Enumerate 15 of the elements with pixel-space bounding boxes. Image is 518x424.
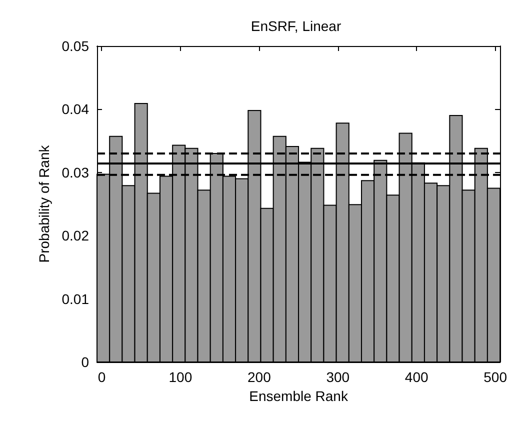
x-tick-label: 500 [484, 369, 508, 385]
y-axis-title: Probability of Rank [36, 144, 52, 263]
x-tick-label: 100 [168, 369, 192, 385]
x-tick-label: 0 [98, 369, 106, 385]
y-tick-label: 0 [81, 354, 90, 370]
chart-title: EnSRF, Linear [250, 18, 342, 34]
y-tick-label: 0.02 [62, 228, 90, 244]
y-tick-label: 0.05 [62, 38, 90, 54]
x-tick-label: 400 [404, 369, 428, 385]
y-tick-label: 0.04 [62, 101, 90, 118]
x-tick-label: 200 [247, 369, 272, 385]
x-tick-label: 300 [326, 369, 350, 385]
y-tick-label: 0.03 [62, 164, 90, 180]
x-axis-title: Ensemble Rank [249, 388, 349, 404]
y-tick-label: 0.01 [62, 290, 90, 307]
